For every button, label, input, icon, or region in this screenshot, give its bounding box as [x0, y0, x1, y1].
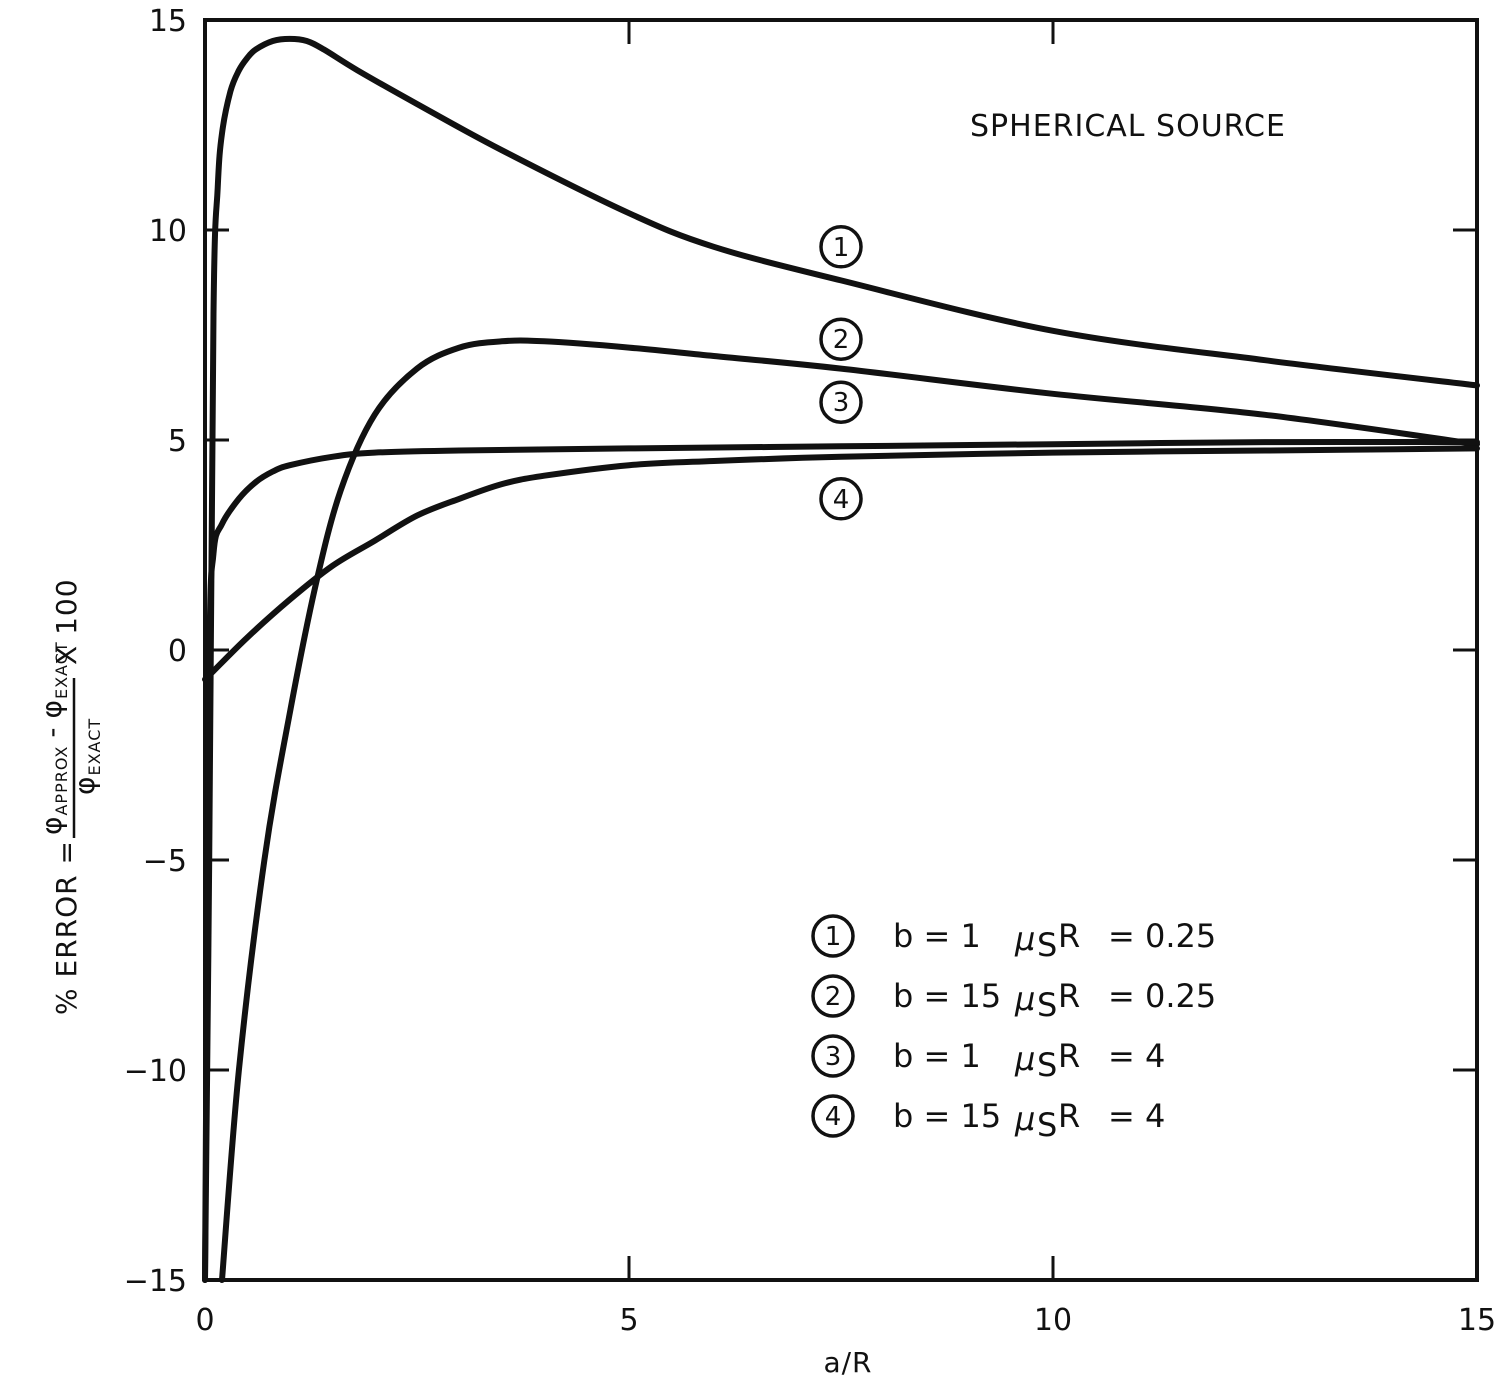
plot-frame [203, 18, 1479, 1282]
legend-mu-subscript: S [1037, 926, 1057, 964]
curve-marker-2: 2 [819, 317, 863, 361]
legend-param-value: = 0.25 [1108, 977, 1216, 1015]
legend-marker-circle [811, 1094, 855, 1138]
marker-circle [819, 317, 863, 361]
legend-mu-symbol: μ [1014, 920, 1035, 958]
ticks: 0 5 10 15 15 10 5 0 −5 −10 −15 [124, 4, 1494, 1338]
y-tick-label: 5 [168, 424, 187, 459]
y-label-phi-exact: φ [35, 699, 68, 718]
legend-mu-subscript: S [1037, 1046, 1057, 1084]
curve-marker-1: 1 [819, 225, 863, 269]
curve-markers: 1 2 3 4 [819, 225, 863, 521]
marker-circle [819, 225, 863, 269]
marker-circle [819, 380, 863, 424]
marker-number: 2 [833, 325, 850, 355]
legend-marker-number: 4 [825, 1102, 842, 1132]
legend-mu-symbol: μ [1014, 980, 1035, 1018]
curve-marker-4: 4 [819, 477, 863, 521]
legend-b-value: b = 1 [893, 917, 981, 955]
legend-r-symbol: R [1058, 1097, 1080, 1135]
legend-item-4: 4 b = 15 μ S R = 4 [811, 1094, 1165, 1144]
x-axis-label: a/R [823, 1346, 872, 1379]
marker-number: 3 [833, 388, 850, 418]
y-label-prefix: % ERROR = [50, 840, 83, 1015]
marker-number: 4 [833, 485, 850, 515]
legend-param-value: = 4 [1108, 1097, 1165, 1135]
x-tick-label: 10 [1034, 1303, 1072, 1338]
legend-r-symbol: R [1058, 917, 1080, 955]
legend-param-value: = 4 [1108, 1037, 1165, 1075]
series-line-1 [202, 35, 1480, 1283]
y-label-den-sub: EXACT [85, 718, 104, 776]
series-line-4 [202, 445, 1480, 683]
series-line-3 [202, 438, 1480, 1283]
legend-b-value: b = 1 [893, 1037, 981, 1075]
y-label-numerator: φAPPROX-φEXACT [35, 641, 71, 835]
legend-r-symbol: R [1058, 977, 1080, 1015]
legend-mu-symbol: μ [1014, 1100, 1035, 1138]
legend-mu-symbol: μ [1014, 1040, 1035, 1078]
x-tick-label: 15 [1458, 1303, 1494, 1338]
y-label-minus: - [35, 727, 68, 738]
y-label-suffix: X 100 [50, 578, 83, 665]
series [202, 35, 1480, 1283]
legend-b-value: b = 15 [893, 977, 1001, 1015]
y-label-approx-sub: APPROX [52, 746, 71, 816]
legend-mu-subscript: S [1037, 986, 1057, 1024]
y-tick-label: 15 [149, 4, 187, 39]
marker-circle [819, 477, 863, 521]
y-label-exact-sub: EXACT [52, 641, 71, 699]
legend-b-value: b = 15 [893, 1097, 1001, 1135]
y-tick-label: −15 [124, 1264, 187, 1299]
y-label-denominator: φEXACT [68, 718, 104, 795]
legend-marker-circle [811, 1034, 855, 1078]
legend-marker-number: 2 [825, 982, 842, 1012]
series-line-2 [219, 337, 1480, 1283]
y-label-phi-approx: φ [35, 816, 68, 835]
y-tick-label: 0 [168, 634, 187, 669]
marker-number: 1 [833, 233, 850, 263]
legend-mu-subscript: S [1037, 1106, 1057, 1144]
legend-item-1: 1 b = 1 μ S R = 0.25 [811, 914, 1216, 964]
legend-r-symbol: R [1058, 1037, 1080, 1075]
chart-annotation: SPHERICAL SOURCE [970, 109, 1286, 144]
legend-marker-circle [811, 914, 855, 958]
legend-item-2: 2 b = 15 μ S R = 0.25 [811, 974, 1216, 1024]
legend-marker-number: 1 [825, 922, 842, 952]
x-tick-label: 5 [619, 1303, 638, 1338]
legend-item-3: 3 b = 1 μ S R = 4 [811, 1034, 1165, 1084]
y-tick-label: −5 [143, 844, 187, 879]
y-label-phi-den: φ [68, 776, 101, 795]
y-axis-label: % ERROR = φAPPROX-φEXACT φEXACT X 100 [35, 578, 104, 1015]
y-tick-label: −10 [124, 1054, 187, 1089]
y-tick-label: 10 [149, 214, 187, 249]
x-tick-label: 0 [195, 1303, 214, 1338]
legend-marker-number: 3 [825, 1042, 842, 1072]
legend-param-value: = 0.25 [1108, 917, 1216, 955]
legend-marker-circle [811, 974, 855, 1018]
curve-marker-3: 3 [819, 380, 863, 424]
